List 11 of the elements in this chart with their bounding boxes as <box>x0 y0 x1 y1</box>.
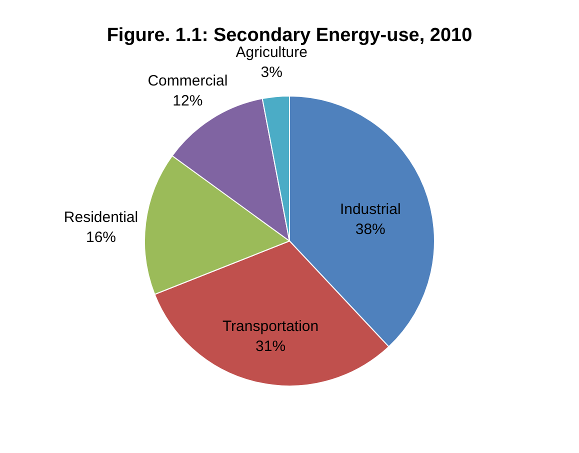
data-label: 12% <box>172 92 203 110</box>
data-label: 31% <box>256 338 286 355</box>
slice-label: Transportation <box>222 318 319 335</box>
data-label: 16% <box>86 229 116 246</box>
data-label: 38% <box>355 220 386 238</box>
slice-label: Residential <box>64 209 138 226</box>
slice-label: Industrial <box>340 200 401 218</box>
slice-label: Agriculture <box>236 44 308 61</box>
chart-title: Figure. 1.1: Secondary Energy-use, 2010 <box>106 24 472 46</box>
slice-label: Commercial <box>148 72 228 90</box>
data-label: 3% <box>260 64 282 81</box>
